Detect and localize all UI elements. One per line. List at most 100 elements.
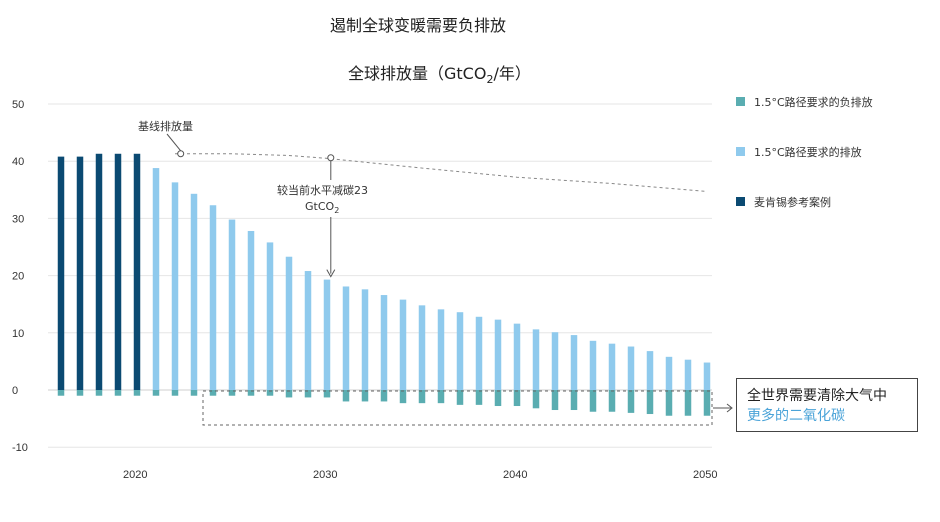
baseline-marker xyxy=(177,150,185,158)
reduction-marker-top xyxy=(327,154,335,162)
bar xyxy=(684,390,692,416)
bar xyxy=(570,390,578,411)
bar xyxy=(114,390,122,396)
bar xyxy=(494,390,502,407)
bar xyxy=(285,256,293,390)
bars xyxy=(57,153,711,416)
y-tick-label: -10 xyxy=(12,442,28,454)
bar xyxy=(418,390,426,404)
reduction-label-sub: 2 xyxy=(334,206,339,215)
x-tick-label: 2050 xyxy=(693,469,717,481)
bar xyxy=(703,362,711,390)
bar xyxy=(456,390,464,405)
legend-swatch xyxy=(736,97,745,106)
bar xyxy=(285,390,293,398)
callout-arrow-head xyxy=(726,403,733,413)
bar xyxy=(133,153,141,390)
legend-label: 麦肯锡参考案例 xyxy=(754,195,831,209)
bar xyxy=(437,309,445,390)
chart-title: 遏制全球变暖需要负排放 xyxy=(330,16,507,35)
bar xyxy=(304,390,312,398)
reduction-label-line1: 较当前水平减碳23 xyxy=(277,183,368,197)
bar xyxy=(95,390,103,396)
callout-line2: 更多的二氧化碳 xyxy=(747,408,845,424)
reduction-label-main: GtCO xyxy=(305,200,335,213)
bar xyxy=(57,156,65,390)
x-tick-label: 2020 xyxy=(123,469,147,481)
bar xyxy=(342,390,350,402)
bar xyxy=(190,390,198,396)
y-tick-label: 20 xyxy=(12,271,24,283)
bar xyxy=(399,299,407,390)
bar xyxy=(437,390,445,404)
negative-emissions-box xyxy=(202,390,713,426)
bar xyxy=(551,390,559,411)
bar xyxy=(627,346,635,390)
bar xyxy=(589,390,597,412)
bar xyxy=(532,390,540,409)
bar xyxy=(608,343,616,390)
bar xyxy=(627,390,635,413)
subtitle-subscript: 2 xyxy=(486,73,494,87)
bar xyxy=(304,271,312,390)
bar xyxy=(228,390,236,396)
y-tick-label: 30 xyxy=(12,213,24,225)
bar xyxy=(475,390,483,405)
bar xyxy=(646,390,654,415)
y-axis: 50 40 30 20 10 0 -10 xyxy=(12,99,28,454)
x-axis: 2020 2030 2040 2050 xyxy=(123,469,717,481)
bar xyxy=(380,390,388,402)
subtitle-main: 全球排放量（GtCO xyxy=(348,64,487,83)
bar xyxy=(703,390,711,416)
bar xyxy=(380,295,388,390)
bar xyxy=(209,390,217,396)
bar xyxy=(494,319,502,390)
bar xyxy=(247,390,255,396)
bar xyxy=(608,390,616,412)
reduction-label-line2: GtCO2 xyxy=(305,200,339,215)
x-tick-label: 2030 xyxy=(313,469,337,481)
bar xyxy=(152,168,160,390)
bar xyxy=(266,390,274,396)
annotations: 基线排放量 较当前水平减碳23 GtCO2 xyxy=(138,119,733,426)
bar xyxy=(133,390,141,396)
bar xyxy=(513,390,521,407)
bar xyxy=(684,359,692,390)
bar xyxy=(513,323,521,390)
bar xyxy=(247,230,255,390)
bar xyxy=(266,242,274,390)
bar xyxy=(76,156,84,390)
baseline-leader xyxy=(166,133,182,152)
reduction-arrow-head xyxy=(326,269,336,278)
callout-line1: 全世界需要清除大气中 xyxy=(747,388,887,404)
callout-box: 全世界需要清除大气中 更多的二氧化碳 xyxy=(736,378,918,432)
bar xyxy=(361,289,369,390)
bar xyxy=(114,153,122,390)
bar xyxy=(456,312,464,390)
y-tick-label: 50 xyxy=(12,99,24,111)
bar xyxy=(532,329,540,390)
bar xyxy=(475,316,483,390)
legend-label: 1.5°C路径要求的负排放 xyxy=(754,95,873,109)
bar xyxy=(57,390,65,396)
legend-label: 1.5°C路径要求的排放 xyxy=(754,145,862,159)
bar xyxy=(665,390,673,416)
x-tick-label: 2040 xyxy=(503,469,527,481)
bar xyxy=(95,153,103,390)
baseline-series xyxy=(175,153,708,193)
bar xyxy=(323,390,331,398)
legend-swatch xyxy=(736,147,745,156)
bar xyxy=(228,219,236,390)
bar xyxy=(646,351,654,390)
bar xyxy=(418,305,426,390)
y-tick-label: 40 xyxy=(12,156,24,168)
bar xyxy=(323,279,331,390)
y-tick-label: 10 xyxy=(12,328,24,340)
y-tick-label: 0 xyxy=(12,385,18,397)
bar xyxy=(171,390,179,396)
subtitle-tail: /年） xyxy=(493,64,531,83)
bar xyxy=(361,390,369,402)
bar xyxy=(665,356,673,390)
baseline-label: 基线排放量 xyxy=(138,119,193,133)
